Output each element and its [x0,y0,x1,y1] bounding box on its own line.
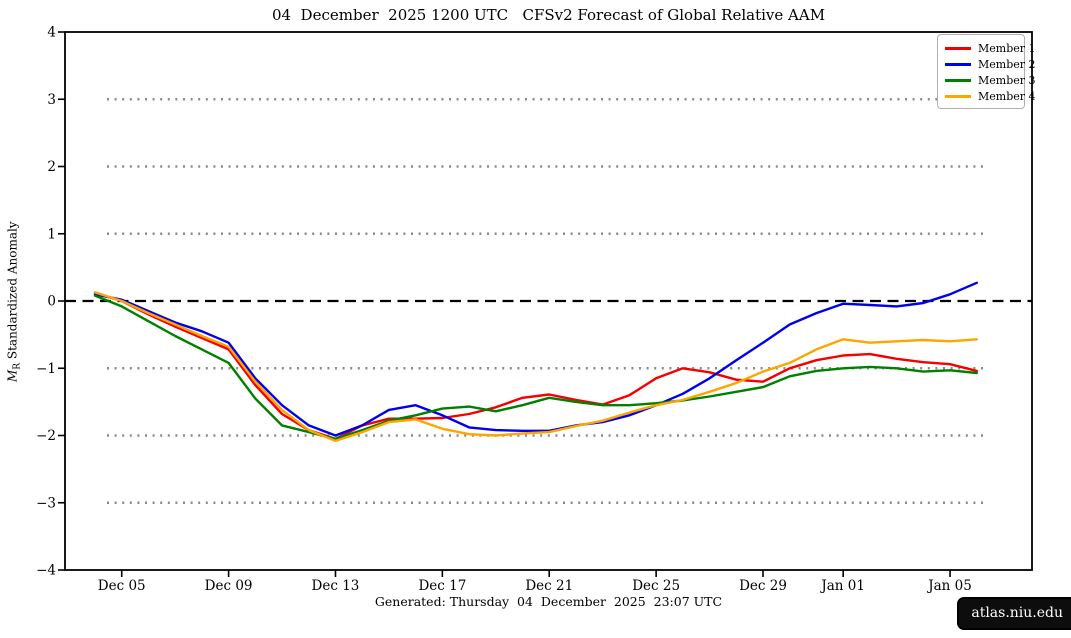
y-tick-label: −2 [36,428,56,444]
series-line-member-1 [93,291,978,441]
legend-item-member-1: Member 1 [945,40,1036,56]
y-tick-label: 0 [47,294,56,310]
x-tick-label: Jan 05 [926,578,972,594]
x-tick-label: Jan 01 [819,578,865,594]
y-axis-label-symbol: M [5,369,20,383]
y-axis-label: MR Standardized Anomaly [5,192,22,412]
legend-item-member-3: Member 3 [945,72,1036,88]
site-badge: atlas.niu.edu [957,597,1071,630]
legend-item-label: Member 4 [978,89,1036,103]
y-tick-label: 3 [47,92,56,108]
series-line-member-4 [93,291,978,443]
y-axis-label-subscript: R [12,362,23,370]
series-line-member-2 [93,281,978,437]
y-tick-label: 1 [47,226,56,242]
x-tick-label: Dec 21 [525,578,573,594]
legend-line-swatch [945,78,971,82]
legend-item-member-4: Member 4 [945,88,1036,104]
x-tick-label: Dec 25 [632,578,680,594]
legend-line-swatch [945,46,971,50]
y-axis-label-text: Standardized Anomaly [5,221,20,363]
legend: Member 1 Member 2 Member 3 Member 4 [937,34,1036,109]
y-tick-label: 4 [47,25,56,41]
x-tick-label: Dec 29 [739,578,787,594]
legend-item-label: Member 3 [978,73,1036,87]
series-line-member-3 [93,294,978,441]
x-tick-label: Dec 13 [312,578,360,594]
x-tick-label: Dec 05 [98,578,146,594]
legend-line-swatch [945,62,971,66]
x-tick-label: Dec 17 [418,578,466,594]
y-tick-label: −4 [36,563,56,579]
y-tick-label: −1 [36,361,56,377]
legend-item-label: Member 2 [978,57,1036,71]
legend-line-swatch [945,94,971,98]
generated-timestamp: Generated: Thursday 04 December 2025 23:… [374,594,723,609]
x-tick-label: Dec 09 [205,578,253,594]
legend-item-member-2: Member 2 [945,56,1036,72]
chart-title: 04 December 2025 1200 UTC CFSv2 Forecast… [271,6,826,24]
y-tick-label: −3 [36,495,56,511]
legend-item-label: Member 1 [978,41,1036,55]
y-tick-label: 2 [47,159,56,175]
